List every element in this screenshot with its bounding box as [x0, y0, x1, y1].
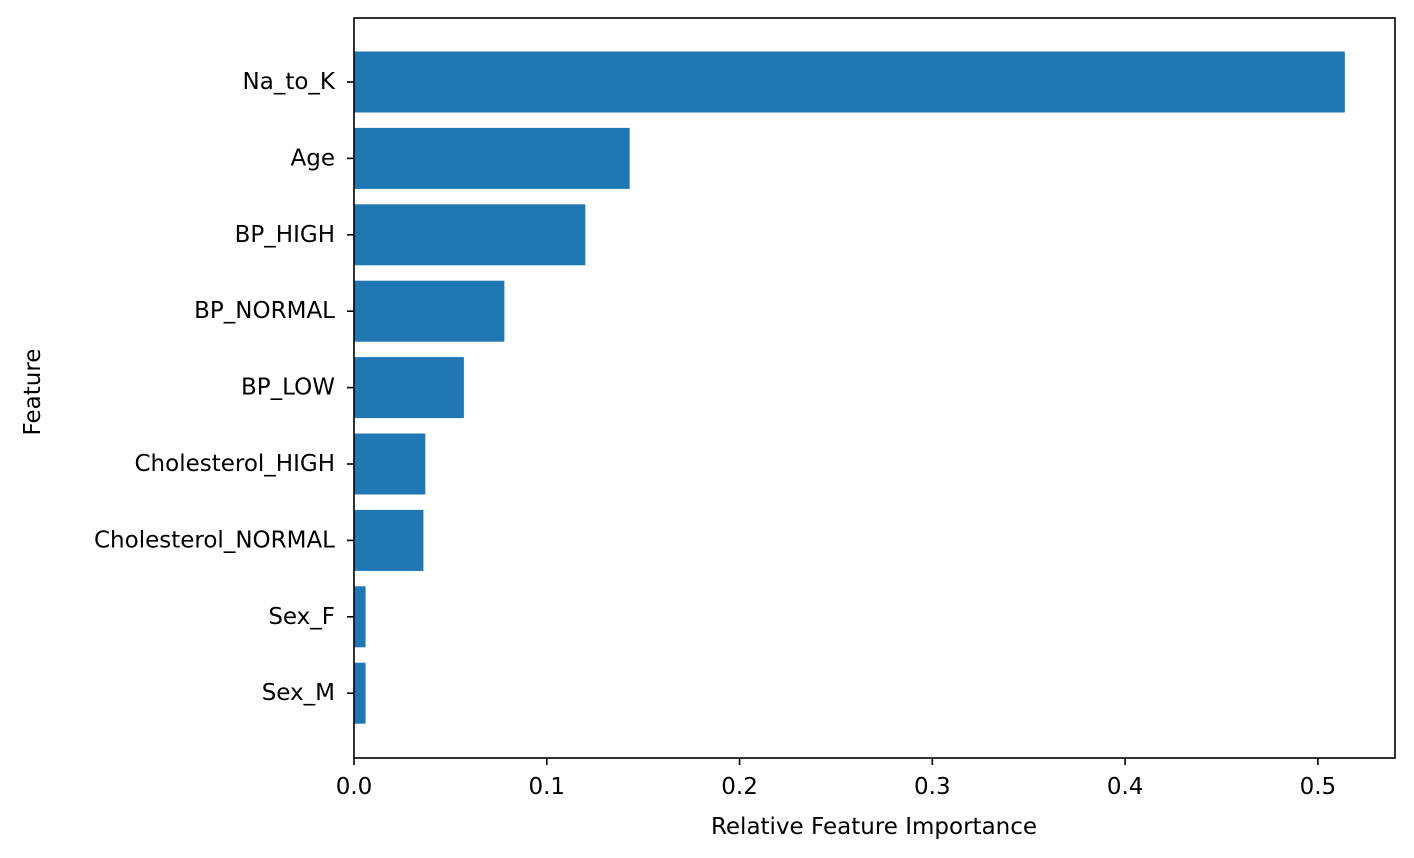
bar-bp-normal [354, 280, 505, 342]
y-tick-label-cholesterol-high: Cholesterol_HIGH [134, 451, 335, 477]
x-tick-label-0: 0.0 [336, 774, 373, 800]
y-tick-label-bp-high: BP_HIGH [235, 222, 335, 248]
y-tick-label-age: Age [291, 145, 335, 171]
x-axis-label: Relative Feature Importance [711, 814, 1037, 840]
bar-sex-f [354, 586, 366, 648]
x-tick-label-4: 0.4 [1107, 774, 1144, 800]
bar-bp-low [354, 357, 464, 419]
bar-cholesterol-high [354, 433, 426, 495]
bar-cholesterol-normal [354, 509, 424, 571]
x-tick-label-3: 0.3 [914, 774, 951, 800]
bar-bp-high [354, 204, 586, 266]
y-tick-label-sex-m: Sex_M [262, 680, 335, 706]
y-tick-label-cholesterol-normal: Cholesterol_NORMAL [94, 527, 335, 553]
bar-age [354, 127, 630, 189]
x-tick-label-5: 0.5 [1300, 774, 1337, 800]
y-tick-label-sex-f: Sex_F [268, 604, 335, 630]
y-axis-label: Feature [20, 349, 46, 436]
y-tick-label-bp-normal: BP_NORMAL [194, 298, 335, 324]
x-axis: 0.0 0.1 0.2 0.3 0.4 0.5 [336, 758, 1336, 800]
x-tick-label-1: 0.1 [528, 774, 565, 800]
x-tick-label-2: 0.2 [721, 774, 758, 800]
y-axis: Na_to_K Age BP_HIGH BP_NORMAL BP_LOW Choleste… [94, 69, 354, 706]
bar-na-to-k [354, 51, 1345, 113]
bar-sex-m [354, 662, 366, 724]
bars-group [354, 51, 1345, 724]
y-tick-label-bp-low: BP_LOW [241, 375, 335, 401]
y-tick-label-na-to-k: Na_to_K [243, 69, 336, 95]
